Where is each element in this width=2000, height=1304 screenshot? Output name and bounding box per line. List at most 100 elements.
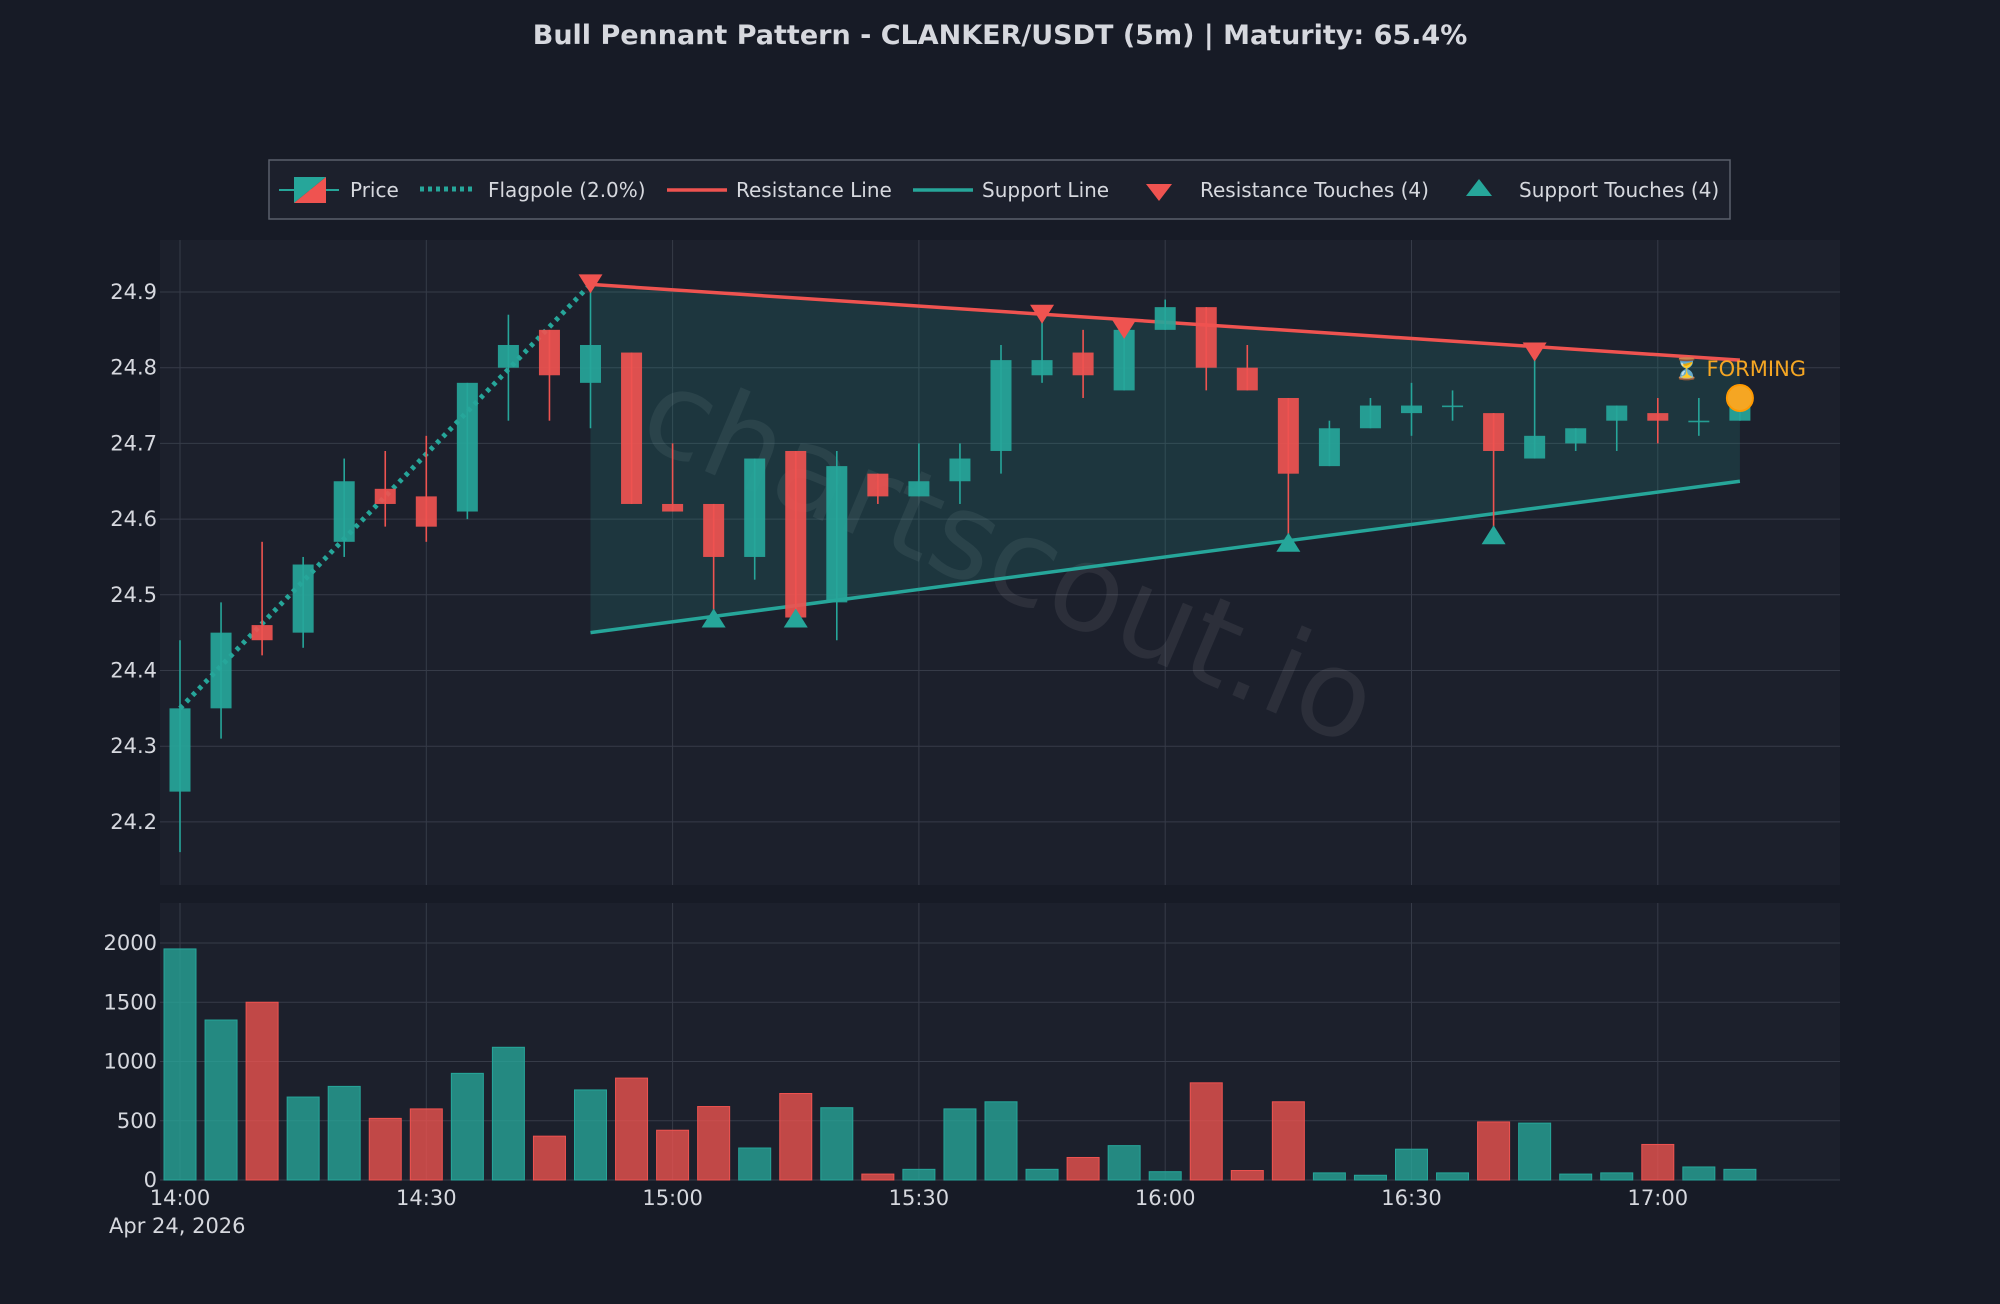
volume-bars: [163, 948, 1757, 1181]
volume-bar: [1436, 1172, 1470, 1181]
volume-bar: [574, 1089, 607, 1181]
candle-body: [415, 496, 437, 527]
candle-body: [1359, 405, 1381, 429]
volume-bar: [656, 1129, 690, 1181]
price-y-tick-label: 24.7: [110, 431, 157, 455]
support-touch-marker: [1276, 532, 1301, 552]
chart-title: Bull Pennant Pattern - CLANKER/USDT (5m)…: [533, 20, 1468, 51]
price-y-tick-label: 24.6: [110, 507, 157, 531]
volume-bar: [1066, 1156, 1100, 1181]
date-label: Apr 24, 2026: [109, 1214, 246, 1238]
candle-body: [1277, 397, 1299, 474]
legend-support-touch-icon: [1466, 179, 1492, 196]
legend-label-support: Support Line: [982, 178, 1109, 202]
volume-y-tick-label: 500: [117, 1109, 157, 1133]
price-y-tick-label: 24.4: [110, 659, 157, 683]
volume-y-tick-label: 1000: [104, 1050, 157, 1074]
resistance-touch-marker: [1112, 319, 1137, 339]
candle-body: [1524, 435, 1546, 459]
candle-body: [785, 450, 807, 618]
candle-body: [456, 382, 478, 512]
forming-status-label: ⏳ FORMING: [1674, 356, 1806, 381]
volume-bar: [615, 1077, 649, 1181]
legend: Price Flagpole (2.0%) Resistance Line Su…: [268, 159, 1731, 220]
candle-body: [744, 458, 766, 557]
volume-bar: [1518, 1122, 1552, 1181]
volume-bar: [1477, 1121, 1511, 1181]
candle-body: [990, 360, 1012, 451]
volume-y-tick-label: 1500: [104, 990, 157, 1014]
candle-body: [1031, 360, 1053, 376]
candle-body: [251, 625, 273, 641]
x-tick-label: 14:30: [396, 1186, 457, 1210]
candle-body: [949, 458, 971, 482]
support-touch-marker: [701, 608, 726, 628]
candle-body: [497, 344, 519, 368]
price-y-tick-label: 24.8: [110, 356, 157, 380]
touch-markers: ⏳ FORMING: [578, 274, 1806, 628]
support-touch-marker: [783, 608, 808, 628]
candle-body: [621, 352, 643, 504]
candle-body: [333, 481, 355, 542]
candle-body: [1606, 405, 1628, 421]
volume-bar: [286, 1096, 320, 1181]
candle-body: [1442, 405, 1464, 408]
x-tick-label: 17:00: [1628, 1186, 1689, 1210]
price-y-tick-label: 24.2: [110, 810, 157, 834]
volume-bar: [984, 1101, 1018, 1181]
candle-body: [374, 488, 396, 504]
price-y-tick-label: 24.3: [110, 734, 157, 758]
volume-bar: [204, 1019, 238, 1181]
volume-bar: [1107, 1145, 1141, 1181]
volume-bar: [1025, 1168, 1059, 1181]
legend-label-resistance-touches: Resistance Touches (4): [1200, 178, 1429, 202]
candle-body: [908, 481, 930, 497]
support-line: [590, 479, 1741, 635]
legend-label-resistance: Resistance Line: [736, 178, 892, 202]
candle-body: [1154, 307, 1176, 330]
volume-bar: [163, 948, 197, 1181]
x-tick-label: 16:30: [1381, 1186, 1442, 1210]
candle-body: [580, 344, 601, 383]
legend-resistance-touch-icon: [1146, 184, 1172, 201]
price-y-tick-label: 24.5: [110, 583, 157, 607]
candle-body: [826, 466, 848, 603]
volume-bar: [1353, 1174, 1387, 1181]
price-y-tick-label: 24.9: [110, 280, 157, 304]
legend-label-price: Price: [350, 178, 399, 202]
candle-body: [867, 473, 889, 497]
candle-body: [292, 564, 314, 633]
volume-bar: [1395, 1148, 1428, 1181]
candle-body: [662, 503, 684, 512]
volume-bar: [245, 1001, 279, 1181]
volume-bar: [902, 1168, 936, 1181]
candle-body: [1072, 352, 1094, 376]
legend-price-icon: [279, 177, 339, 203]
volume-y-tick-label: 0: [144, 1168, 157, 1192]
candle-body: [1688, 420, 1710, 423]
volume-bar: [820, 1107, 854, 1181]
volume-bar: [532, 1135, 566, 1181]
candle-body: [1113, 329, 1135, 391]
volume-bar: [1600, 1172, 1634, 1181]
volume-bar: [861, 1173, 895, 1181]
volume-bar: [1271, 1101, 1305, 1181]
candle-body: [169, 708, 191, 792]
volume-bar: [1312, 1172, 1346, 1181]
volume-bar: [1189, 1082, 1223, 1181]
volume-bar: [943, 1108, 977, 1181]
candle-body: [1318, 428, 1340, 467]
candle-body: [1236, 367, 1258, 391]
volume-bar: [1230, 1170, 1264, 1181]
x-tick-label: 14:00: [150, 1186, 211, 1210]
volume-bar: [1148, 1171, 1182, 1181]
volume-y-tick-labels: 0 500 1000 1500 2000: [104, 931, 157, 1192]
candle-body: [1483, 413, 1505, 451]
candle-body: [703, 503, 725, 557]
candle-body: [1195, 307, 1217, 368]
volume-bar: [368, 1117, 402, 1181]
x-tick-label: 15:30: [889, 1186, 950, 1210]
volume-y-tick-label: 2000: [104, 931, 157, 955]
volume-bar: [779, 1092, 813, 1181]
resistance-touch-marker: [578, 274, 603, 294]
